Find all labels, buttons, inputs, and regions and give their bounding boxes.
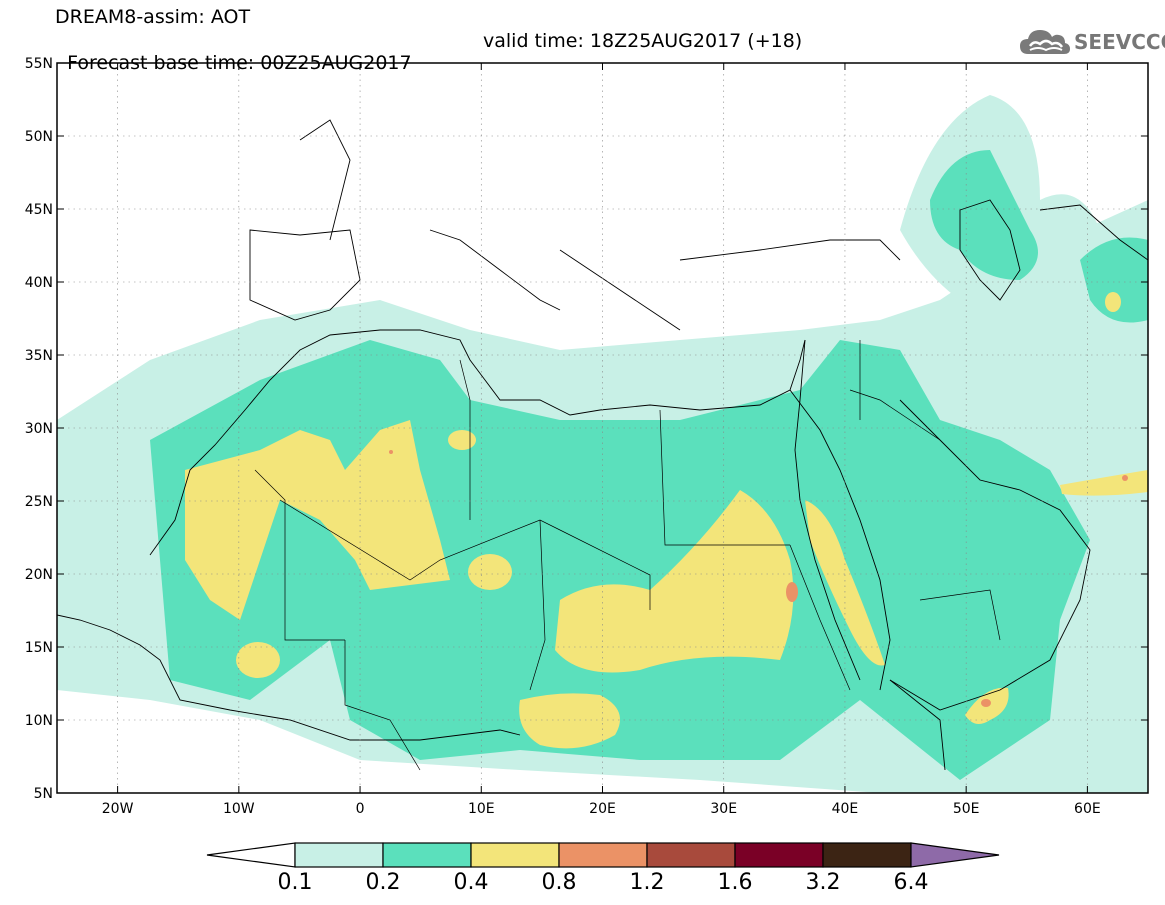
tick-label-lon: 50E <box>953 801 980 817</box>
aot-band-0.2-east <box>1080 237 1148 323</box>
colorbar-segment <box>646 842 736 868</box>
aot-band-0.4-patch-3 <box>448 430 476 450</box>
aot-band-0.8-patch-4 <box>1122 475 1128 481</box>
tick-label-lat: 20N <box>25 567 53 583</box>
map-title: DREAM8-assim: AOT <box>55 6 251 28</box>
colorbar <box>206 842 1000 868</box>
tick-label-lon: 0 <box>356 801 365 817</box>
colorbar-label: 0.8 <box>541 870 577 895</box>
colorbar-label: 6.4 <box>893 870 929 895</box>
tick-label-lon: 30E <box>710 801 737 817</box>
tick-label-lat: 15N <box>25 640 53 656</box>
country-borders <box>254 340 1001 771</box>
aot-band-0.4-patch-4 <box>1105 292 1121 312</box>
aot-band-0.8-patch-2 <box>981 699 991 707</box>
tick-label-lat: 35N <box>25 348 53 364</box>
colorbar-over-triangle <box>910 842 1000 868</box>
colorbar-label: 3.2 <box>805 870 841 895</box>
tick-label-lat: 55N <box>25 56 53 72</box>
tick-label-lat: 10N <box>25 713 53 729</box>
aot-band-0.4-patch-2 <box>236 642 280 678</box>
aot-band-0.4-west <box>185 420 450 620</box>
tick-label-lon: 10E <box>468 801 495 817</box>
colorbar-label: 0.2 <box>365 870 401 895</box>
graticule <box>57 63 1148 793</box>
axis-ticks: 20W 10W 0 10E 20E 30E 40E 50E 60E 5N 10N 15N 20N 25N 3… <box>25 56 1148 817</box>
aot-band-0.2-caspian <box>930 150 1038 280</box>
tick-label-lon: 60E <box>1074 801 1101 817</box>
cloud-icon <box>1020 30 1070 54</box>
logo-text: SEEVCCC <box>1074 30 1165 54</box>
aot-band-0.8-patch <box>786 582 798 602</box>
colorbar-segment <box>734 842 824 868</box>
seevccc-logo: SEEVCCC <box>1018 24 1165 60</box>
tick-label-lat: 45N <box>25 202 53 218</box>
tick-label-lat: 25N <box>25 494 53 510</box>
colorbar-label: 1.6 <box>717 870 753 895</box>
tick-label-lon: 10W <box>223 801 255 817</box>
valid-time: valid time: 18Z25AUG2017 (+18) <box>483 30 803 52</box>
tick-label-lat: 30N <box>25 421 53 437</box>
tick-label-lat: 5N <box>34 786 53 802</box>
colorbar-under-triangle <box>206 842 296 868</box>
colorbar-segment <box>382 842 472 868</box>
aot-band-0.4-patch <box>468 554 512 590</box>
aot-band-0.4-redsea <box>805 500 885 666</box>
colorbar-label: 0.1 <box>277 870 313 895</box>
colorbar-label: 0.4 <box>453 870 489 895</box>
colorbar-segment <box>294 842 384 868</box>
colorbar-segment <box>822 842 912 868</box>
colorbar-label: 1.2 <box>629 870 665 895</box>
tick-label-lon: 40E <box>832 801 859 817</box>
tick-label-lat: 50N <box>25 129 53 145</box>
tick-label-lon: 20W <box>102 801 134 817</box>
aot-band-0.4-central <box>555 490 794 673</box>
aot-band-0.8-patch-3 <box>389 450 393 454</box>
coastlines <box>57 119 1148 771</box>
tick-label-lat: 40N <box>25 275 53 291</box>
aot-band-0.4-south <box>519 693 620 749</box>
colorbar-segment <box>558 842 648 868</box>
colorbar-segment <box>470 842 560 868</box>
tick-label-lon: 20E <box>589 801 616 817</box>
